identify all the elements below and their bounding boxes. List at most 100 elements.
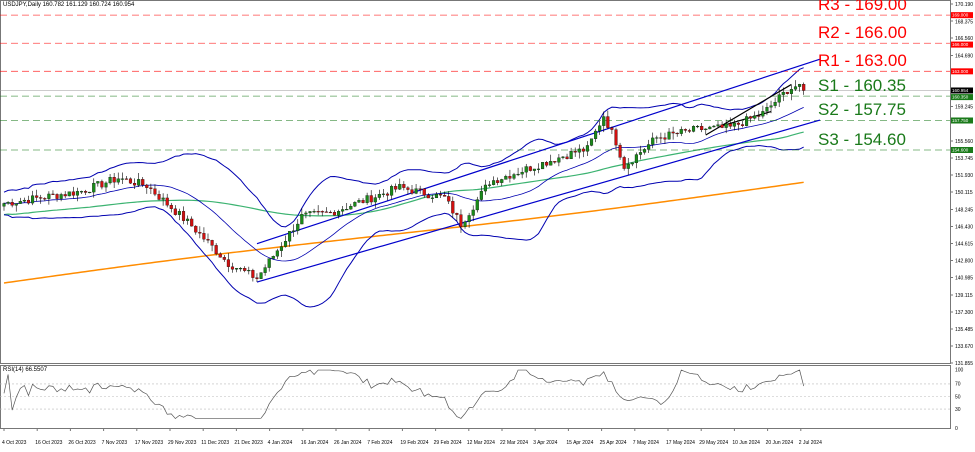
candle [798, 83, 802, 92]
candle [116, 172, 120, 185]
candle [181, 206, 186, 225]
candle [337, 209, 341, 219]
candle [451, 196, 455, 219]
candle [71, 186, 75, 199]
candle-body [647, 144, 651, 150]
candle-body [545, 162, 549, 166]
candle-body [186, 218, 190, 221]
level-label-s1: S1 - 160.35 [818, 76, 906, 96]
candle [610, 126, 614, 135]
candle-body [789, 89, 793, 94]
level-tag-r1-text: 163.000 [952, 69, 969, 74]
candle [659, 132, 663, 144]
candle-body [88, 191, 92, 194]
candle-body [447, 196, 451, 202]
candle-body [35, 195, 39, 198]
candle-body [634, 154, 638, 164]
x-tick-label: 17 Nov 2023 [135, 440, 164, 446]
candle [487, 180, 492, 188]
level-tag-r2 [951, 41, 973, 48]
rsi-tick-label: 100 [955, 367, 964, 373]
candle-body [96, 181, 100, 184]
candle [14, 203, 18, 212]
candle-body [610, 127, 614, 130]
candle-body [59, 194, 63, 199]
candle-body [606, 116, 610, 128]
candle-body [349, 206, 353, 210]
candle-body [430, 197, 434, 199]
candle [47, 191, 51, 205]
y-tick-label: 168.375 [955, 20, 973, 26]
x-tick-label: 12 Mar 2024 [467, 440, 495, 446]
candle [137, 173, 141, 187]
symbol-label: USDJPY,Daily [3, 2, 41, 8]
candle [585, 141, 589, 156]
candle-body [573, 150, 577, 153]
candle [581, 146, 585, 158]
candle [410, 185, 414, 195]
candle-body [728, 123, 732, 127]
candle-body [369, 195, 373, 203]
candle [31, 190, 35, 206]
candle-body [165, 197, 169, 206]
candle-body [773, 102, 777, 106]
candle-body [626, 163, 630, 169]
candle-body [385, 193, 390, 196]
candle-body [724, 123, 728, 128]
x-tick-label: 20 Jun 2024 [766, 440, 794, 446]
candle-body [324, 211, 328, 213]
candle [320, 210, 324, 217]
candle [381, 189, 385, 198]
candle-body [292, 230, 296, 232]
candle [740, 121, 745, 128]
candle [88, 191, 92, 194]
candle-body [345, 209, 349, 211]
candle-body [312, 211, 316, 213]
candle-body [381, 193, 385, 195]
candle-body [79, 191, 84, 193]
x-tick-label: 17 May 2024 [666, 440, 695, 446]
candle [667, 128, 671, 140]
candle [732, 119, 736, 131]
ma-orange-line [3, 181, 804, 284]
candle-body [75, 191, 79, 196]
candle-body [594, 130, 598, 139]
candle [10, 198, 14, 208]
candle [43, 197, 47, 202]
candle-body [716, 124, 720, 127]
candle [398, 178, 402, 191]
candle [745, 113, 749, 127]
x-tick-label: 15 Apr 2024 [566, 440, 593, 446]
candle [549, 154, 553, 166]
candle [283, 235, 288, 248]
candle [157, 190, 161, 201]
candle [239, 267, 243, 272]
candle [434, 192, 439, 199]
candle [2, 202, 6, 211]
candle-body [43, 198, 47, 200]
candle [496, 177, 500, 186]
candle [414, 183, 418, 195]
candle-body [177, 211, 181, 215]
candle [516, 167, 520, 177]
candle-body [112, 177, 116, 183]
candle [259, 272, 263, 279]
candle [173, 205, 177, 216]
candle [532, 168, 536, 176]
level-tag-s1 [951, 94, 973, 101]
candle [671, 126, 675, 140]
y-tick-label: 151.930 [955, 173, 973, 179]
x-tick-label: 10 Jun 2024 [732, 440, 760, 446]
candle [720, 121, 724, 129]
candle-body [255, 277, 259, 279]
candle-body [512, 174, 516, 179]
candle-body [92, 182, 96, 193]
level-tag-r2-text: 166.000 [952, 42, 969, 47]
candle [385, 192, 390, 201]
candle-body [589, 138, 594, 146]
candle-body [145, 184, 149, 188]
candle-body [181, 211, 186, 221]
candle [749, 115, 753, 123]
candle [504, 174, 508, 180]
